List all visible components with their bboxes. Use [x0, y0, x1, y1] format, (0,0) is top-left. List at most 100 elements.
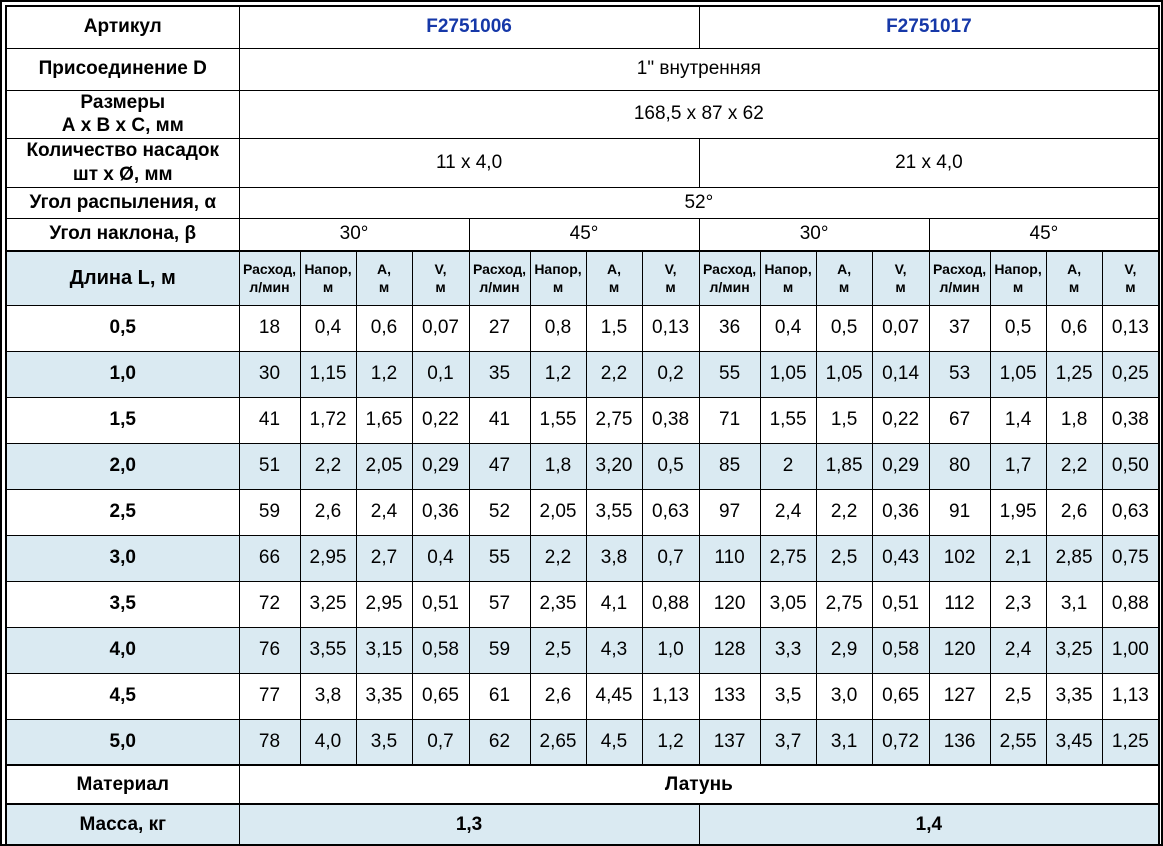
data-cell: 55	[698, 350, 761, 398]
data-cell: 1,55	[759, 396, 817, 444]
data-cell: 67	[928, 396, 991, 444]
data-cell: 2,05	[355, 442, 413, 490]
article-number-1[interactable]: F2751006	[238, 5, 700, 49]
dimensions-row: Размеры А х В х С, мм 168,5 x 87 x 62	[5, 89, 1160, 139]
row-label-cell: 4,5	[5, 672, 240, 720]
data-cell: 0,29	[411, 442, 470, 490]
nozzles-value-1: 11 х 4,0	[238, 138, 700, 188]
column-header-cell: Расход, л/мин	[468, 250, 531, 306]
data-cell: 1,05	[815, 350, 873, 398]
data-cell: 27	[468, 304, 531, 352]
data-cell: 53	[928, 350, 991, 398]
tilt-angle-value-4: 45°	[928, 217, 1160, 252]
data-cell: 0,65	[411, 672, 470, 720]
data-cell: 2,2	[299, 442, 357, 490]
column-header-cell: Расход, л/мин	[928, 250, 991, 306]
article-label: Артикул	[5, 5, 240, 49]
data-cell: 35	[468, 350, 531, 398]
nozzles-label: Количество насадок шт х Ø, мм	[5, 138, 240, 188]
material-label: Материал	[5, 764, 240, 805]
data-cell: 1,72	[299, 396, 357, 444]
data-cell: 3,25	[299, 580, 357, 628]
data-cell: 0,07	[411, 304, 470, 352]
data-cell: 2,5	[989, 672, 1047, 720]
data-cell: 128	[698, 626, 761, 674]
table-row: 1,5 41 1,72 1,65 0,22 41 1,55 2,75 0,38 71 1,55 1,5…	[5, 396, 1160, 444]
tilt-angle-value-2: 45°	[468, 217, 700, 252]
data-cell: 0,1	[411, 350, 470, 398]
data-cell: 77	[238, 672, 301, 720]
length-column-label: Длина L, м	[5, 250, 240, 306]
row-label-cell: 3,0	[5, 534, 240, 582]
article-row: Артикул F2751006 F2751017	[5, 5, 1160, 49]
data-cell: 0,43	[871, 534, 930, 582]
material-value: Латунь	[238, 764, 1160, 805]
spray-angle-row: Угол распыления, α 52°	[5, 186, 1160, 219]
data-cell: 1,0	[641, 626, 700, 674]
data-cell: 2,2	[1045, 442, 1103, 490]
data-cell: 3,45	[1045, 718, 1103, 766]
data-cell: 97	[698, 488, 761, 536]
column-header-cell: Напор, м	[989, 250, 1047, 306]
tilt-angle-value-3: 30°	[698, 217, 930, 252]
dimensions-label: Размеры А х В х С, мм	[5, 89, 240, 139]
data-cell: 0,88	[1101, 580, 1160, 628]
column-header-cell: Напор, м	[299, 250, 357, 306]
dimensions-value: 168,5 x 87 x 62	[238, 89, 1160, 139]
data-cell: 2,95	[355, 580, 413, 628]
data-cell: 2,3	[989, 580, 1047, 628]
table-row: 3,5 72 3,25 2,95 0,51 57 2,35 4,1 0,88 120 3,05 2,7…	[5, 580, 1160, 628]
column-header-cell: А, м	[815, 250, 873, 306]
data-cell: 1,05	[989, 350, 1047, 398]
data-cell: 4,45	[585, 672, 643, 720]
spray-angle-label: Угол распыления, α	[5, 186, 240, 219]
data-cell: 3,55	[585, 488, 643, 536]
data-cell: 1,2	[641, 718, 700, 766]
data-cell: 0,5	[815, 304, 873, 352]
data-cell: 0,5	[641, 442, 700, 490]
data-cell: 127	[928, 672, 991, 720]
data-cell: 2,85	[1045, 534, 1103, 582]
data-cell: 0,13	[1101, 304, 1160, 352]
column-header-cell: А, м	[355, 250, 413, 306]
data-cell: 137	[698, 718, 761, 766]
table-row: 5,0 78 4,0 3,5 0,7 62 2,65 4,5 1,2 137 3,7 3,1 0,72 1…	[5, 718, 1160, 766]
data-cell: 0,2	[641, 350, 700, 398]
data-cell: 3,0	[815, 672, 873, 720]
data-cell: 57	[468, 580, 531, 628]
connection-label: Присоединение D	[5, 47, 240, 91]
data-cell: 1,15	[299, 350, 357, 398]
data-cell: 0,22	[871, 396, 930, 444]
data-cell: 0,7	[641, 534, 700, 582]
data-cell: 2,5	[529, 626, 587, 674]
data-cell: 2,1	[989, 534, 1047, 582]
article-number-2[interactable]: F2751017	[698, 5, 1160, 49]
data-cell: 0,38	[641, 396, 700, 444]
data-cell: 1,2	[355, 350, 413, 398]
data-cell: 85	[698, 442, 761, 490]
table-row: 2,5 59 2,6 2,4 0,36 52 2,05 3,55 0,63 97 2,4 2,2 0,3…	[5, 488, 1160, 536]
data-cell: 2,05	[529, 488, 587, 536]
row-label-cell: 1,5	[5, 396, 240, 444]
data-cell: 0,51	[871, 580, 930, 628]
table-row: 1,0 30 1,15 1,2 0,1 35 1,2 2,2 0,2 55 1,05 1,05 0,14…	[5, 350, 1160, 398]
column-header-row: Длина L, м Расход, л/мин Напор, м А, м V, м…	[5, 250, 1160, 306]
data-cell: 62	[468, 718, 531, 766]
data-cell: 0,22	[411, 396, 470, 444]
nozzles-value-2: 21 х 4,0	[698, 138, 1160, 188]
data-cell: 2,5	[815, 534, 873, 582]
column-header-cell: V, м	[871, 250, 930, 306]
data-cell: 1,25	[1045, 350, 1103, 398]
data-cell: 36	[698, 304, 761, 352]
data-cell: 2,2	[529, 534, 587, 582]
data-cell: 2,35	[529, 580, 587, 628]
data-cell: 0,29	[871, 442, 930, 490]
data-cell: 1,5	[585, 304, 643, 352]
tilt-angle-label: Угол наклона, β	[5, 217, 240, 252]
data-cell: 0,25	[1101, 350, 1160, 398]
data-cell: 0,6	[1045, 304, 1103, 352]
material-row: Материал Латунь	[5, 764, 1160, 805]
column-header-cell: Напор, м	[529, 250, 587, 306]
data-cell: 1,95	[989, 488, 1047, 536]
